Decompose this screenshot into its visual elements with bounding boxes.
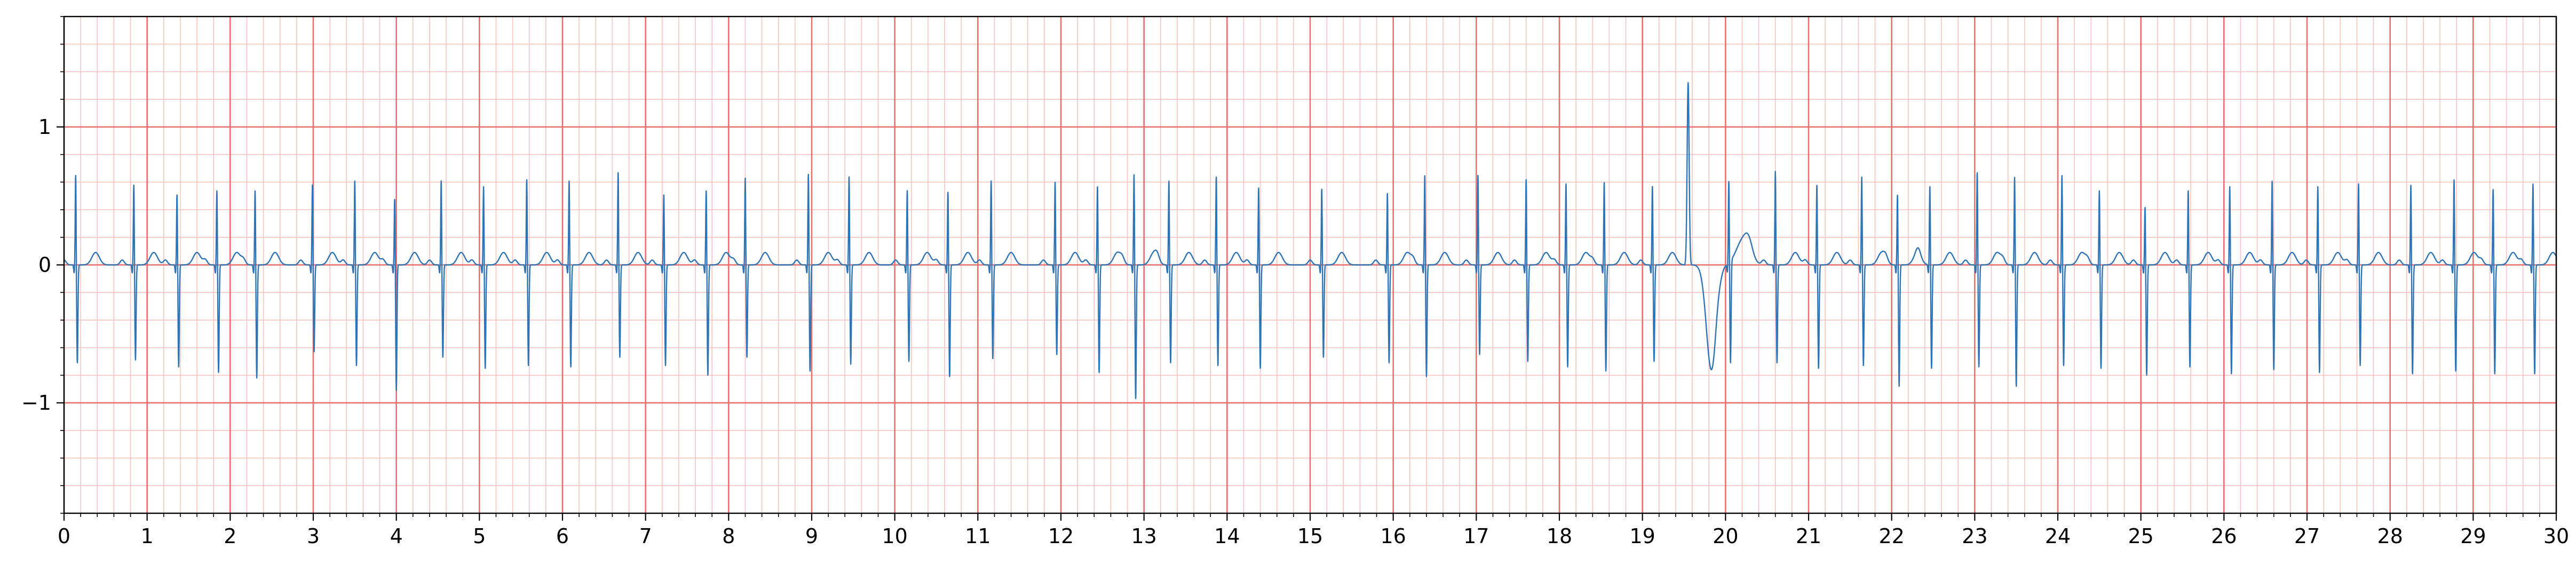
ticks-layer: 0 1 2 3 4 5 6 7 8 9 10 11 12 13 14 15 16 17 18 19 20 21 22 23 24… <box>21 16 2569 548</box>
x-tick-label: 6 <box>556 524 569 548</box>
x-tick-label: 21 <box>1796 524 1821 548</box>
x-tick-label: 2 <box>224 524 236 548</box>
x-tick-label: 17 <box>1463 524 1489 548</box>
x-tick-label: 15 <box>1297 524 1323 548</box>
x-tick-label: 9 <box>805 524 818 548</box>
x-tick-label: 3 <box>307 524 320 548</box>
x-tick-label: 1 <box>141 524 154 548</box>
x-tick-label: 13 <box>1131 524 1156 548</box>
x-tick-label: 27 <box>2294 524 2320 548</box>
x-tick-label: 24 <box>2045 524 2071 548</box>
x-tick-label: 0 <box>58 524 70 548</box>
y-tick-label: 1 <box>38 115 51 139</box>
x-tick-label: 7 <box>639 524 652 548</box>
x-tick-label: 25 <box>2128 524 2153 548</box>
x-tick-label: 11 <box>965 524 990 548</box>
x-tick-label: 29 <box>2460 524 2486 548</box>
x-tick-label: 26 <box>2211 524 2237 548</box>
x-tick-label: 22 <box>1879 524 1904 548</box>
x-tick-label: 14 <box>1214 524 1240 548</box>
x-tick-label: 16 <box>1380 524 1406 548</box>
x-tick-label: 23 <box>1962 524 1987 548</box>
x-tick-label: 30 <box>2543 524 2569 548</box>
x-tick-label: 8 <box>722 524 735 548</box>
x-tick-label: 18 <box>1547 524 1572 548</box>
x-tick-label: 12 <box>1048 524 1074 548</box>
y-tick-label: 0 <box>38 253 51 277</box>
ecg-signal-line <box>64 82 2557 400</box>
x-tick-label: 19 <box>1629 524 1655 548</box>
x-tick-label: 5 <box>473 524 486 548</box>
x-tick-label: 20 <box>1713 524 1738 548</box>
x-tick-label: 10 <box>882 524 907 548</box>
x-tick-label: 28 <box>2377 524 2403 548</box>
y-tick-label: −1 <box>21 391 51 415</box>
signal-layer <box>64 82 2557 400</box>
x-tick-label: 4 <box>390 524 403 548</box>
